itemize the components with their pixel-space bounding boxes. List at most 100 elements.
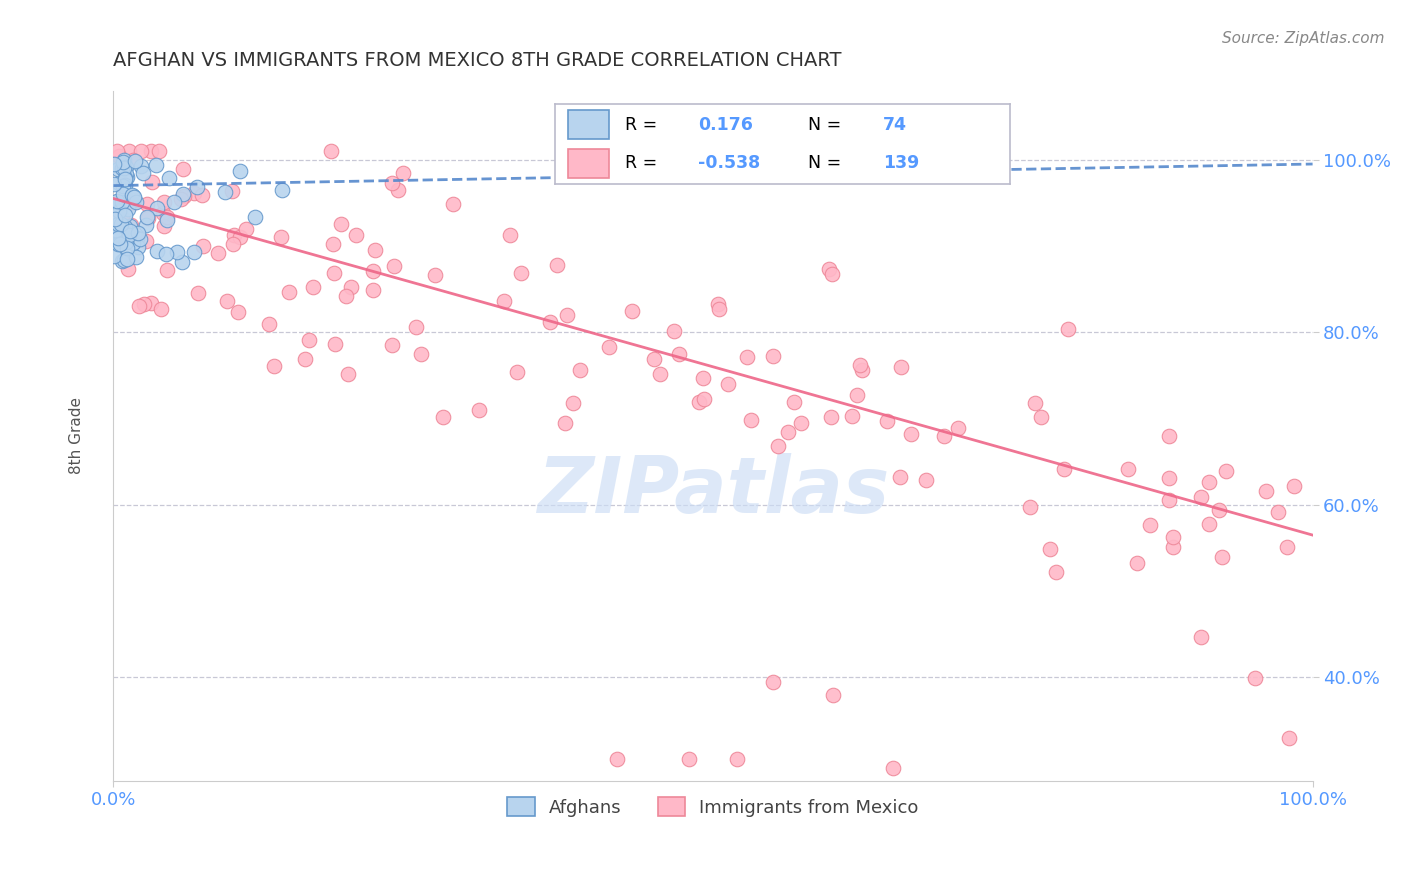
Point — [132, 166, 155, 180]
Point — [221, 185, 243, 199]
Point — [112, 253, 135, 268]
Point — [538, 315, 561, 329]
Point — [946, 421, 969, 435]
Point — [876, 414, 898, 428]
Point — [103, 249, 125, 263]
Point — [135, 196, 157, 211]
Point — [141, 144, 163, 158]
Point — [302, 280, 325, 294]
Point — [108, 204, 131, 219]
Point — [141, 296, 163, 310]
Point — [122, 193, 145, 207]
Point — [112, 186, 135, 201]
Point — [221, 237, 243, 252]
Point — [1139, 517, 1161, 532]
Point — [152, 195, 174, 210]
Point — [214, 186, 236, 200]
Y-axis label: 8th Grade: 8th Grade — [69, 397, 83, 475]
Point — [392, 166, 415, 180]
Point — [716, 377, 738, 392]
Point — [688, 395, 710, 409]
Point — [778, 425, 800, 439]
Point — [1157, 429, 1180, 443]
Point — [271, 182, 294, 196]
Point — [136, 211, 159, 225]
Point — [125, 231, 148, 245]
Point — [562, 396, 585, 410]
Point — [1056, 322, 1078, 336]
Point — [105, 223, 128, 237]
Point — [707, 297, 730, 311]
Point — [107, 161, 129, 176]
Text: AFGHAN VS IMMIGRANTS FROM MEXICO 8TH GRADE CORRELATION CHART: AFGHAN VS IMMIGRANTS FROM MEXICO 8TH GRA… — [114, 51, 842, 70]
Point — [183, 245, 205, 260]
Point — [156, 213, 179, 227]
Point — [1031, 409, 1053, 424]
Point — [1243, 671, 1265, 685]
Point — [740, 413, 762, 427]
Point — [128, 299, 150, 313]
Point — [1211, 549, 1233, 564]
Point — [115, 161, 138, 175]
Point — [103, 178, 125, 192]
Point — [111, 194, 134, 209]
Point — [118, 224, 141, 238]
Point — [121, 189, 143, 203]
Point — [120, 218, 142, 232]
Point — [1053, 462, 1076, 476]
Point — [467, 403, 489, 417]
Point — [818, 262, 841, 277]
Point — [117, 261, 139, 276]
Point — [1159, 492, 1181, 507]
Point — [172, 186, 194, 201]
Point — [387, 183, 409, 197]
Point — [1278, 731, 1301, 745]
Point — [115, 241, 138, 255]
Point — [121, 195, 143, 210]
Point — [339, 280, 361, 294]
Point — [186, 180, 208, 194]
Point — [606, 752, 628, 766]
Point — [725, 752, 748, 766]
Point — [294, 352, 316, 367]
Point — [1161, 541, 1184, 555]
Point — [104, 212, 127, 227]
Point — [215, 294, 238, 309]
Point — [122, 190, 145, 204]
Point — [245, 210, 267, 224]
Point — [112, 155, 135, 169]
Point — [889, 470, 911, 484]
Point — [159, 171, 181, 186]
Point — [568, 363, 591, 377]
Point — [163, 194, 186, 209]
Point — [506, 365, 529, 379]
Point — [499, 228, 522, 243]
Point — [364, 243, 387, 257]
Point — [166, 245, 188, 260]
Point — [432, 409, 454, 424]
Point — [172, 255, 194, 269]
Point — [278, 285, 301, 299]
Point — [1189, 490, 1212, 504]
Point — [900, 427, 922, 442]
Point — [1161, 530, 1184, 544]
Point — [382, 260, 405, 274]
Point — [492, 294, 515, 309]
Point — [762, 674, 785, 689]
Point — [114, 208, 136, 222]
Point — [735, 350, 758, 364]
Point — [766, 438, 789, 452]
Point — [124, 153, 146, 168]
Point — [170, 192, 193, 206]
Point — [841, 409, 863, 423]
Point — [323, 336, 346, 351]
Point — [112, 161, 135, 175]
Point — [129, 159, 152, 173]
Point — [1189, 630, 1212, 644]
Point — [932, 429, 955, 443]
Point — [118, 144, 141, 158]
Point — [598, 340, 620, 354]
Point — [155, 246, 177, 260]
Text: Source: ZipAtlas.com: Source: ZipAtlas.com — [1222, 31, 1385, 46]
Point — [207, 246, 229, 260]
